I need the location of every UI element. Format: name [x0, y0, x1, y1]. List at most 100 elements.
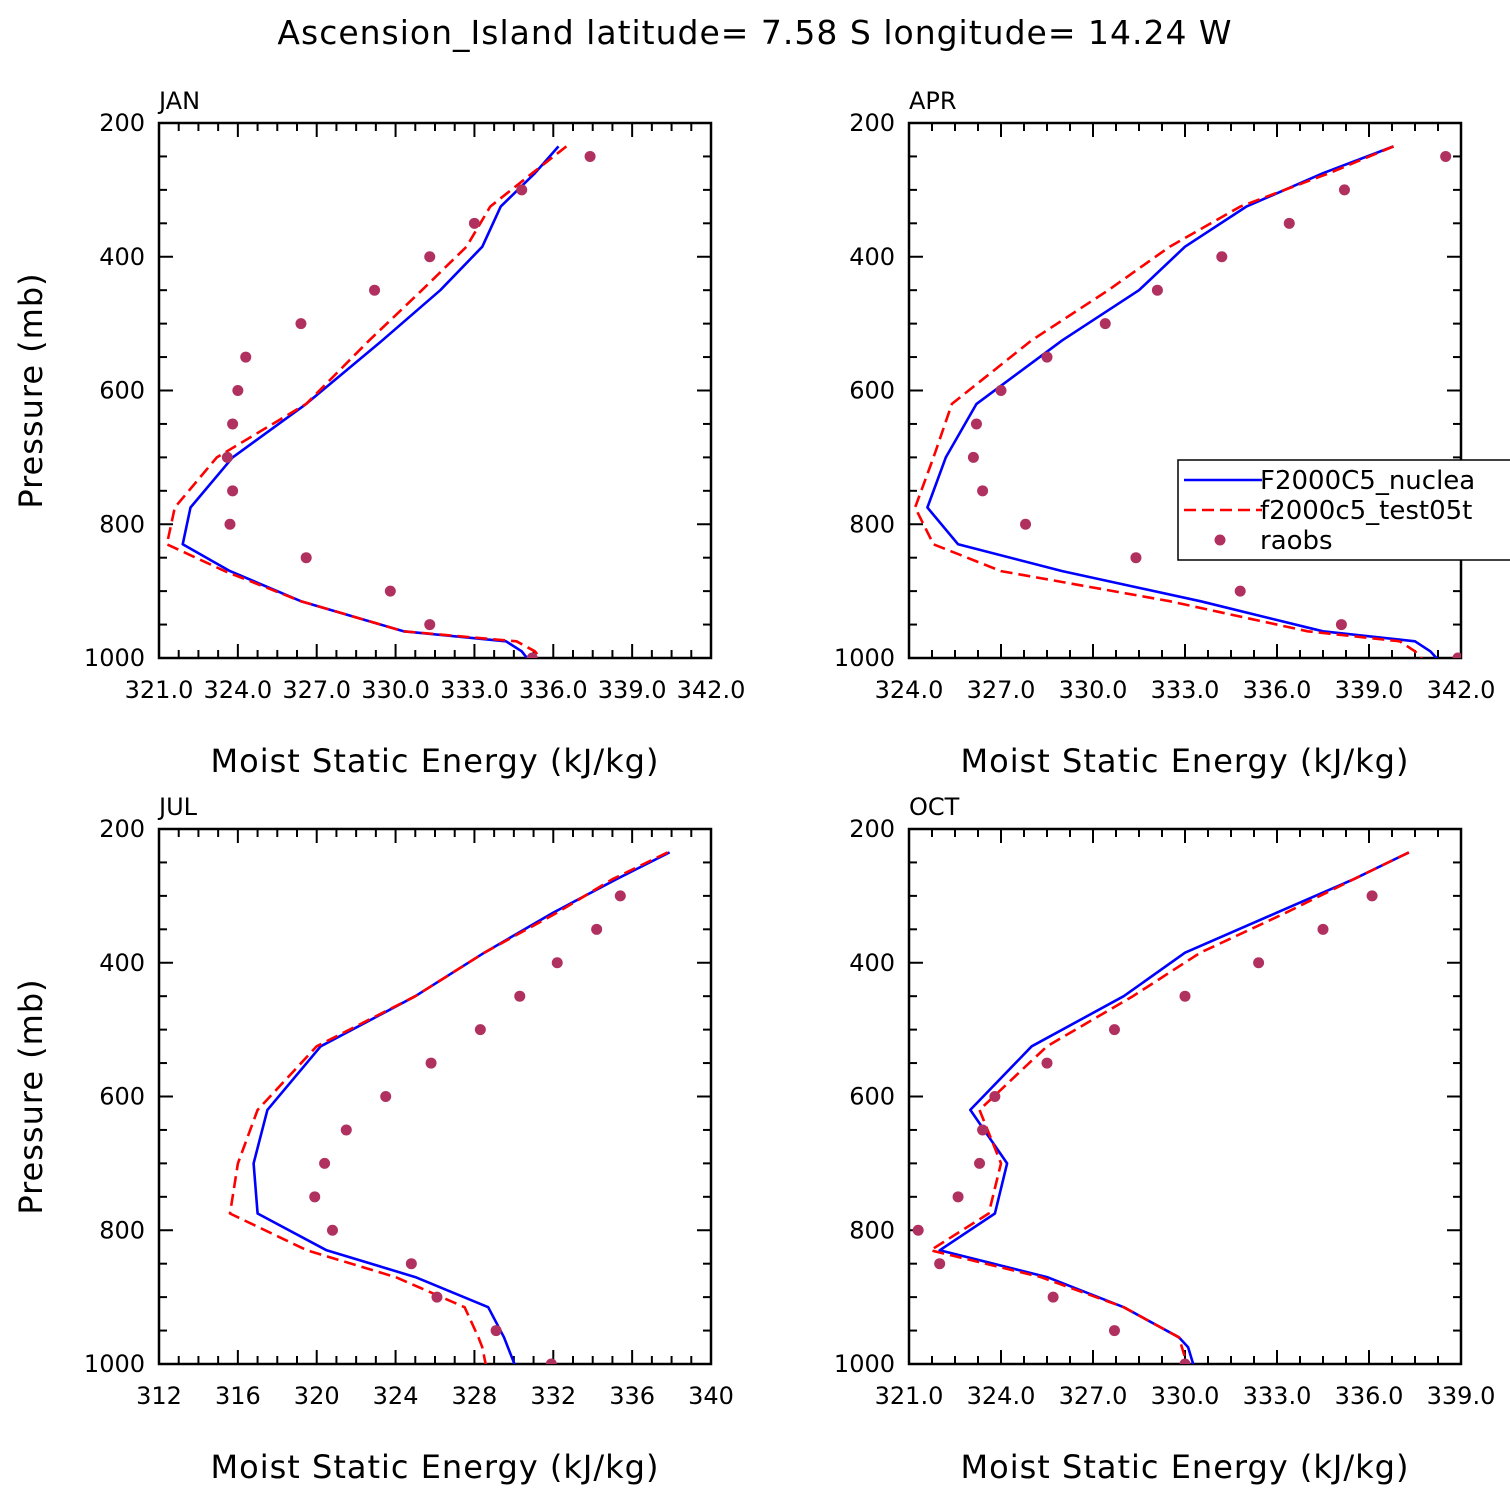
y-tick-label: 200: [99, 815, 145, 843]
series-line-f2000c5_test05t: [929, 851, 1410, 1364]
x-tick-label: 328: [452, 1382, 498, 1410]
x-tick-label: 336.0: [1335, 1382, 1404, 1410]
x-tick-label: 330.0: [361, 676, 430, 704]
data-point-raobs: [227, 485, 239, 497]
panel-label: APR: [909, 87, 957, 115]
data-point-raobs: [1440, 150, 1452, 162]
data-point-raobs: [1020, 518, 1032, 530]
data-point-raobs: [1335, 619, 1347, 631]
panel-apr: 200 400 600 800 1000 324.0 327.0 330.0 333.0 336.…: [834, 87, 1510, 780]
y-tick-label: 800: [849, 1216, 895, 1244]
x-tick-label: 336.0: [1243, 676, 1312, 704]
data-point-raobs: [424, 619, 436, 631]
x-axis-label: Moist Static Energy (kJ/kg): [961, 742, 1410, 780]
x-axis-label: Moist Static Energy (kJ/kg): [961, 1448, 1410, 1486]
y-tick-label: 600: [99, 1083, 145, 1111]
data-point-raobs: [300, 552, 312, 564]
data-point-raobs: [431, 1291, 443, 1303]
x-tick-label: 324: [373, 1382, 419, 1410]
panel-jan: 200 400 600 800 1000 321.0 324.0 327.0 330.0 333.…: [12, 87, 745, 780]
x-tick-label: 321.0: [125, 676, 194, 704]
data-point-raobs: [912, 1224, 924, 1236]
data-point-raobs: [1452, 652, 1461, 658]
x-tick-label: 321.0: [875, 1382, 944, 1410]
x-tick-label: 312: [136, 1382, 182, 1410]
x-tick-label: 339.0: [1335, 676, 1404, 704]
y-tick-label: 400: [849, 949, 895, 977]
data-point-raobs: [934, 1258, 946, 1270]
data-point-raobs: [1041, 351, 1053, 363]
data-point-raobs: [977, 1124, 989, 1136]
data-point-raobs: [1041, 1057, 1053, 1069]
data-point-raobs: [309, 1191, 321, 1203]
y-tick-label: 600: [849, 1083, 895, 1111]
data-point-raobs: [967, 451, 979, 463]
data-point-raobs: [614, 890, 626, 902]
series-group: [913, 145, 1461, 658]
legend-box: [1177, 459, 1510, 561]
series-line-f2000c5_test05t: [165, 145, 568, 658]
series-line-F2000C5_nuclea: [252, 851, 671, 1364]
y-tick-label: 800: [99, 1216, 145, 1244]
y-tick-label: 600: [99, 377, 145, 405]
data-point-raobs: [995, 385, 1007, 396]
data-point-raobs: [516, 184, 528, 196]
data-point-raobs: [1179, 1358, 1191, 1364]
x-tick-label: 333.0: [1243, 1382, 1312, 1410]
data-point-raobs: [405, 1258, 417, 1270]
y-tick-label: 400: [99, 243, 145, 271]
data-point-raobs: [1216, 251, 1228, 263]
series-group: [912, 851, 1410, 1364]
data-point-raobs: [227, 418, 239, 430]
x-tick-label: 330.0: [1151, 1382, 1220, 1410]
x-tick-label: 324.0: [203, 676, 272, 704]
series-line-F2000C5_nuclea: [926, 145, 1439, 658]
y-axis-label: Pressure (mb): [12, 978, 50, 1214]
data-point-raobs: [384, 585, 396, 597]
data-point-raobs: [1317, 923, 1329, 935]
legend-marker: [1214, 534, 1226, 546]
x-tick-label: 336: [609, 1382, 655, 1410]
x-tick-label: 339.0: [1427, 1382, 1496, 1410]
data-point-raobs: [952, 1191, 964, 1203]
series-group: [228, 851, 671, 1364]
data-point-raobs: [1283, 217, 1295, 229]
data-point-raobs: [514, 990, 526, 1002]
series-line-F2000C5_nuclea: [181, 145, 560, 658]
legend-label: raobs: [1260, 526, 1333, 556]
data-point-raobs: [468, 217, 480, 229]
data-point-raobs: [340, 1124, 352, 1136]
x-tick-label: 339.0: [598, 676, 667, 704]
x-tick-label: 327.0: [282, 676, 351, 704]
x-tick-label: 320: [294, 1382, 340, 1410]
x-tick-label: 333.0: [1151, 676, 1220, 704]
x-axis-label: Moist Static Energy (kJ/kg): [211, 742, 660, 780]
y-axis-label: Pressure (mb): [12, 272, 50, 508]
data-point-raobs: [1366, 890, 1378, 902]
data-point-raobs: [1108, 1024, 1120, 1036]
figure-title: Ascension_Island latitude= 7.58 S longit…: [277, 13, 1232, 52]
x-tick-label: 336.0: [519, 676, 588, 704]
legend-label: F2000C5_nuclea: [1260, 466, 1475, 496]
data-point-raobs: [380, 1091, 392, 1102]
data-point-raobs: [319, 1157, 331, 1169]
data-point-raobs: [1108, 1325, 1120, 1337]
x-tick-label: 324.0: [875, 676, 944, 704]
data-point-raobs: [424, 251, 436, 263]
y-tick-label: 800: [99, 510, 145, 538]
x-tick-label: 333.0: [440, 676, 509, 704]
series-line-f2000c5_test05t: [228, 851, 669, 1364]
x-axis-label: Moist Static Energy (kJ/kg): [211, 1448, 660, 1486]
x-tick-label: 330.0: [1059, 676, 1128, 704]
y-tick-label: 1000: [84, 644, 145, 672]
data-point-raobs: [526, 652, 538, 658]
y-tick-label: 1000: [834, 644, 895, 672]
legend-label: f2000c5_test05t: [1260, 496, 1472, 526]
data-point-raobs: [425, 1057, 437, 1069]
data-point-raobs: [545, 1358, 557, 1364]
data-point-raobs: [221, 451, 233, 463]
data-point-raobs: [232, 385, 244, 396]
data-point-raobs: [591, 923, 603, 935]
